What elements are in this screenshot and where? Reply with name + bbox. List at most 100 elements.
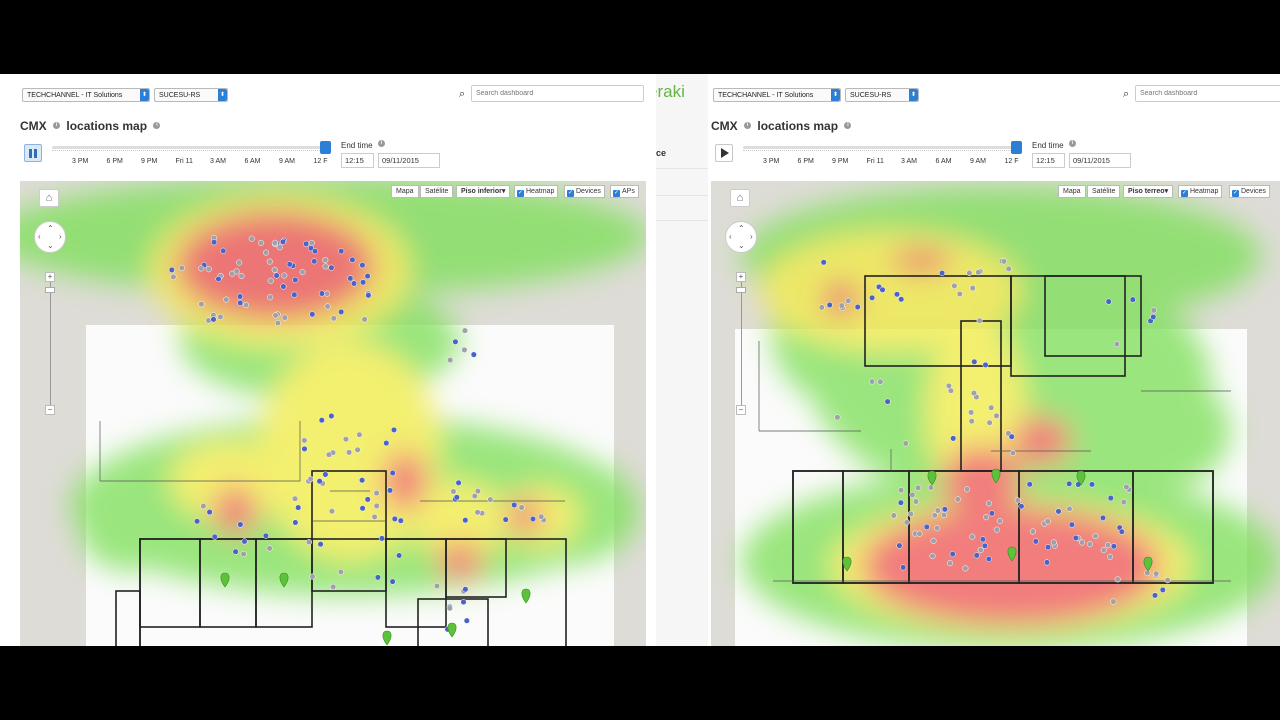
map-type-map[interactable]: Mapa — [391, 185, 419, 198]
device-dot — [963, 486, 971, 493]
device-dot — [374, 574, 381, 581]
pan-control-icon[interactable]: ⌃ ⌄ ‹ › — [34, 221, 66, 253]
device-dot — [291, 495, 299, 502]
device-dot — [312, 248, 319, 255]
play-button[interactable] — [715, 144, 733, 162]
zoom-out-button[interactable]: − — [736, 405, 746, 415]
timeline-tick-label: 6 PM — [106, 158, 123, 165]
device-dot — [318, 290, 325, 297]
ap-pin-icon — [927, 470, 937, 486]
device-dot — [198, 265, 205, 272]
device-dot — [241, 538, 248, 545]
network-select[interactable]: SUCESU-RS ⬍ — [154, 88, 228, 102]
device-dot — [354, 446, 361, 453]
device-dot — [1032, 538, 1039, 545]
floor-select[interactable]: Piso terreo▾ — [1123, 185, 1174, 198]
pause-button[interactable] — [24, 144, 42, 162]
floor-select-value: Piso inferior — [461, 188, 502, 195]
end-time-label-text: End time — [1032, 141, 1064, 150]
org-select[interactable]: TECHCHANNEL - IT Solutions ⬍ — [713, 88, 841, 102]
timeline-tick-label: 9 AM — [970, 158, 986, 165]
timeline-slider-handle[interactable] — [320, 141, 331, 154]
device-dot — [242, 301, 250, 309]
toggle-devices[interactable]: ✓ Devices — [1229, 185, 1270, 198]
map-type-satellite[interactable]: Satélite — [1087, 185, 1121, 198]
title-locations: locations map — [66, 119, 148, 133]
device-dot — [1114, 576, 1121, 583]
timeline-slider-handle[interactable] — [1011, 141, 1022, 154]
device-dot — [988, 510, 995, 517]
end-time-label: End time i — [1032, 140, 1079, 150]
map-type-satellite[interactable]: Satélite — [420, 185, 454, 198]
device-dot — [976, 317, 983, 324]
device-dot — [939, 270, 946, 277]
right-dashboard-window: eraki ce TECHCHANNEL - IT Solutions ⬍ SU… — [656, 74, 1280, 646]
device-dot — [170, 273, 177, 280]
search-input[interactable] — [1135, 85, 1280, 102]
toggle-heatmap-label: Heatmap — [526, 188, 555, 195]
zoom-out-button[interactable]: − — [45, 405, 55, 415]
location-map[interactable]: ⌂ ⌃ ⌄ ‹ › + − Mapa Satélite Piso inferior▾… — [20, 181, 646, 646]
info-icon[interactable]: i — [153, 122, 161, 129]
toggle-devices[interactable]: ✓ Devices — [564, 185, 605, 198]
device-dot — [461, 327, 468, 334]
home-icon[interactable]: ⌂ — [39, 189, 59, 207]
device-dot — [200, 503, 207, 510]
device-dot — [916, 530, 923, 537]
checkbox-checked-icon: ✓ — [1181, 190, 1188, 197]
zoom-in-button[interactable]: + — [45, 272, 55, 282]
zoom-slider-track[interactable] — [50, 282, 51, 405]
toggle-heatmap[interactable]: ✓ Heatmap — [1178, 185, 1223, 198]
info-icon[interactable]: i — [377, 140, 385, 147]
device-dot — [1026, 481, 1033, 488]
timeline-tick-label: 3 PM — [763, 158, 780, 165]
device-dot — [898, 487, 905, 494]
device-dot — [834, 414, 841, 421]
timeline-tick-label: 6 PM — [797, 158, 814, 165]
timeline-minor-ticks — [743, 150, 1021, 152]
end-date-input[interactable]: 09/11/2015 — [378, 153, 440, 168]
floor-select[interactable]: Piso inferior▾ — [456, 185, 511, 198]
device-dot — [322, 256, 329, 264]
pan-control-icon[interactable]: ⌃ ⌄ ‹ › — [725, 221, 757, 253]
device-dot — [258, 239, 265, 246]
home-icon[interactable]: ⌂ — [730, 189, 750, 207]
timeline-tick-label: 9 PM — [832, 158, 849, 165]
device-dot — [474, 509, 481, 516]
timeline-track[interactable] — [743, 146, 1021, 149]
zoom-slider-track[interactable] — [741, 282, 742, 405]
timeline-tick-label: 12 F — [313, 158, 328, 165]
device-dot — [968, 409, 975, 416]
device-dot — [903, 519, 910, 526]
end-time-input[interactable]: 12:15 — [341, 153, 374, 168]
device-dot — [462, 586, 469, 593]
toggle-heatmap[interactable]: ✓ Heatmap — [514, 185, 559, 198]
timeline-track[interactable] — [52, 146, 330, 149]
map-type-map[interactable]: Mapa — [1058, 185, 1086, 198]
device-dot — [1005, 265, 1012, 272]
zoom-slider-handle[interactable] — [45, 287, 55, 293]
device-dot — [954, 496, 961, 503]
info-icon[interactable]: i — [1068, 140, 1076, 147]
device-dot — [941, 506, 948, 513]
zoom-in-button[interactable]: + — [736, 272, 746, 282]
device-dot — [929, 553, 936, 560]
end-time-input[interactable]: 12:15 — [1032, 153, 1065, 168]
toggle-aps[interactable]: ✓ APs — [610, 185, 639, 198]
info-icon[interactable]: i — [744, 122, 752, 129]
zoom-slider-handle[interactable] — [736, 287, 746, 293]
device-dot — [383, 440, 390, 447]
device-dot — [365, 292, 372, 299]
network-select[interactable]: SUCESU-RS ⬍ — [845, 88, 919, 102]
device-dot — [206, 509, 213, 516]
heatmap-overlay — [735, 186, 1280, 646]
end-date-input[interactable]: 09/11/2015 — [1069, 153, 1131, 168]
info-icon[interactable]: i — [53, 122, 61, 129]
device-dot — [988, 404, 995, 411]
org-select[interactable]: TECHCHANNEL - IT Solutions ⬍ — [22, 88, 150, 102]
search-input[interactable] — [471, 85, 644, 102]
location-map[interactable]: ⌂ ⌃ ⌄ ‹ › + − Mapa Satélite Piso terreo▾ ✓… — [711, 181, 1280, 646]
info-icon[interactable]: i — [844, 122, 852, 129]
device-dot — [1066, 480, 1073, 487]
ap-pin-icon — [220, 572, 230, 588]
